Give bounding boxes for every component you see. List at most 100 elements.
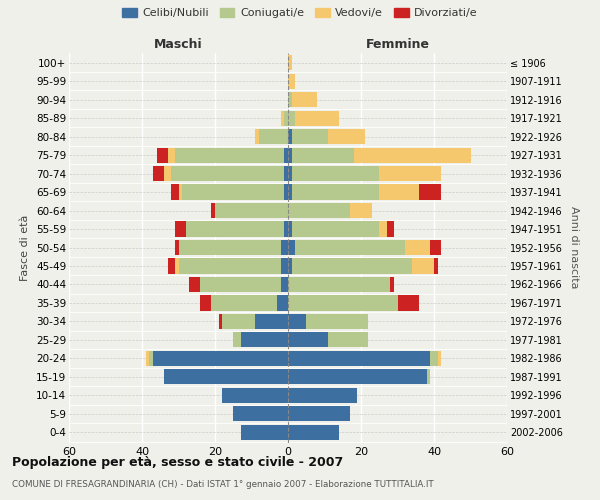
Bar bbox=[288, 296, 398, 310]
Bar bbox=[292, 129, 328, 144]
Bar bbox=[215, 203, 288, 218]
Bar bbox=[175, 148, 284, 162]
Bar bbox=[328, 129, 365, 144]
Bar bbox=[281, 240, 288, 255]
Bar bbox=[292, 166, 379, 181]
Bar bbox=[288, 55, 292, 70]
Bar bbox=[288, 92, 292, 107]
Y-axis label: Fasce di età: Fasce di età bbox=[20, 214, 31, 280]
Bar bbox=[379, 184, 419, 200]
Bar bbox=[295, 240, 405, 255]
Bar bbox=[179, 184, 182, 200]
Bar bbox=[164, 370, 288, 384]
Y-axis label: Anni di nascita: Anni di nascita bbox=[569, 206, 580, 289]
Bar bbox=[405, 240, 430, 255]
Bar bbox=[292, 92, 317, 107]
Text: Femmine: Femmine bbox=[365, 38, 430, 51]
Bar bbox=[284, 166, 288, 181]
Bar bbox=[153, 351, 288, 366]
Bar bbox=[288, 74, 295, 88]
Bar bbox=[164, 166, 171, 181]
Bar bbox=[288, 129, 292, 144]
Bar bbox=[281, 258, 288, 274]
Bar bbox=[288, 314, 306, 329]
Bar bbox=[233, 406, 288, 422]
Bar bbox=[288, 351, 430, 366]
Bar bbox=[255, 129, 259, 144]
Bar bbox=[288, 406, 350, 422]
Bar bbox=[390, 277, 394, 292]
Bar bbox=[292, 184, 379, 200]
Bar bbox=[419, 184, 441, 200]
Bar bbox=[412, 258, 434, 274]
Text: Popolazione per età, sesso e stato civile - 2007: Popolazione per età, sesso e stato civil… bbox=[12, 456, 343, 469]
Text: COMUNE DI FRESAGRANDINARIA (CH) - Dati ISTAT 1° gennaio 2007 - Elaborazione TUTT: COMUNE DI FRESAGRANDINARIA (CH) - Dati I… bbox=[12, 480, 434, 489]
Bar bbox=[171, 166, 284, 181]
Bar bbox=[277, 296, 288, 310]
Bar bbox=[288, 110, 295, 126]
Bar bbox=[146, 351, 149, 366]
Bar bbox=[288, 166, 292, 181]
Bar bbox=[175, 240, 179, 255]
Bar bbox=[175, 258, 179, 274]
Bar bbox=[288, 222, 292, 236]
Bar bbox=[281, 110, 284, 126]
Bar bbox=[241, 332, 288, 347]
Bar bbox=[200, 296, 211, 310]
Bar bbox=[284, 110, 288, 126]
Bar bbox=[350, 203, 372, 218]
Bar bbox=[284, 184, 288, 200]
Bar bbox=[292, 258, 412, 274]
Bar bbox=[288, 240, 295, 255]
Bar bbox=[186, 222, 284, 236]
Bar bbox=[223, 388, 288, 403]
Bar bbox=[157, 148, 167, 162]
Bar bbox=[288, 148, 292, 162]
Bar bbox=[354, 148, 470, 162]
Bar bbox=[149, 351, 153, 366]
Bar bbox=[167, 148, 175, 162]
Bar bbox=[241, 425, 288, 440]
Bar bbox=[281, 277, 288, 292]
Text: Maschi: Maschi bbox=[154, 38, 203, 51]
Bar bbox=[379, 166, 442, 181]
Bar bbox=[182, 184, 284, 200]
Bar bbox=[259, 129, 288, 144]
Bar bbox=[255, 314, 288, 329]
Bar bbox=[171, 184, 179, 200]
Bar bbox=[292, 148, 354, 162]
Legend: Celibi/Nubili, Coniugati/e, Vedovi/e, Divorziati/e: Celibi/Nubili, Coniugati/e, Vedovi/e, Di… bbox=[118, 3, 482, 22]
Bar bbox=[211, 203, 215, 218]
Bar bbox=[223, 314, 255, 329]
Bar bbox=[328, 332, 368, 347]
Bar bbox=[200, 277, 281, 292]
Bar bbox=[434, 258, 437, 274]
Bar bbox=[288, 203, 350, 218]
Bar bbox=[167, 258, 175, 274]
Bar bbox=[175, 222, 186, 236]
Bar bbox=[288, 370, 427, 384]
Bar bbox=[295, 110, 339, 126]
Bar bbox=[284, 222, 288, 236]
Bar bbox=[288, 332, 328, 347]
Bar bbox=[398, 296, 419, 310]
Bar bbox=[306, 314, 368, 329]
Bar bbox=[288, 388, 358, 403]
Bar bbox=[190, 277, 200, 292]
Bar bbox=[288, 425, 339, 440]
Bar bbox=[437, 351, 441, 366]
Bar bbox=[288, 277, 390, 292]
Bar bbox=[284, 148, 288, 162]
Bar bbox=[179, 258, 281, 274]
Bar bbox=[292, 222, 379, 236]
Bar bbox=[386, 222, 394, 236]
Bar bbox=[179, 240, 281, 255]
Bar bbox=[379, 222, 386, 236]
Bar bbox=[218, 314, 223, 329]
Bar bbox=[233, 332, 241, 347]
Bar bbox=[427, 370, 430, 384]
Bar bbox=[430, 351, 437, 366]
Bar bbox=[153, 166, 164, 181]
Bar bbox=[288, 184, 292, 200]
Bar bbox=[288, 258, 292, 274]
